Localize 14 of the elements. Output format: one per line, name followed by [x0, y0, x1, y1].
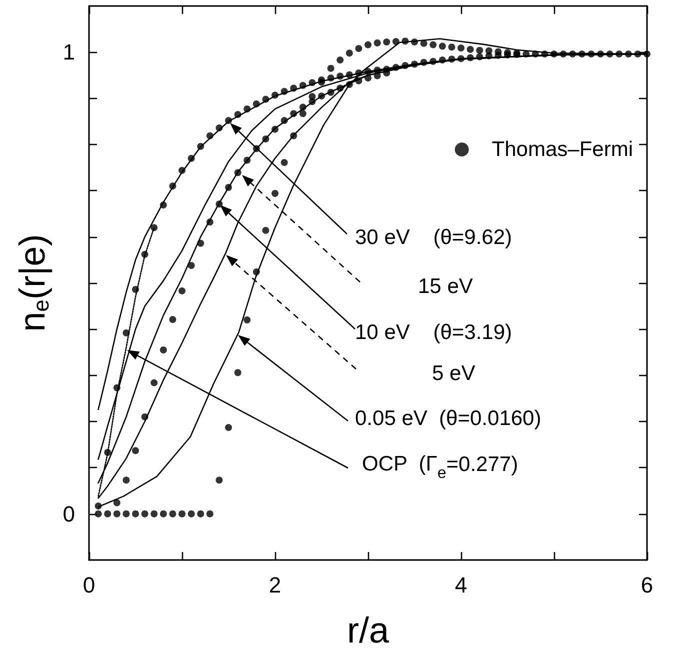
annotation: 30 eV (θ=9.62): [355, 226, 512, 249]
x-axis-title: r/a: [346, 610, 390, 650]
annotation: 0.05 eV (θ=0.0160): [355, 406, 542, 430]
y-axis-title: ne(r|e): [11, 234, 54, 332]
annotation: 10 eV (θ=3.19): [355, 320, 512, 344]
annotation: OCP (Γ$_{e}$=0.277): [362, 452, 518, 482]
x-tick-label: 6: [640, 572, 654, 598]
annotation: 15 eV: [418, 274, 473, 298]
annotation: 5 eV: [432, 362, 476, 385]
y-tick-label: 1: [62, 40, 75, 65]
x-tick-label: 2: [268, 572, 282, 598]
legend-label: Thomas–Fermi: [492, 138, 634, 161]
x-tick-label: 0: [82, 572, 96, 598]
x-tick-label: 4: [454, 572, 468, 598]
